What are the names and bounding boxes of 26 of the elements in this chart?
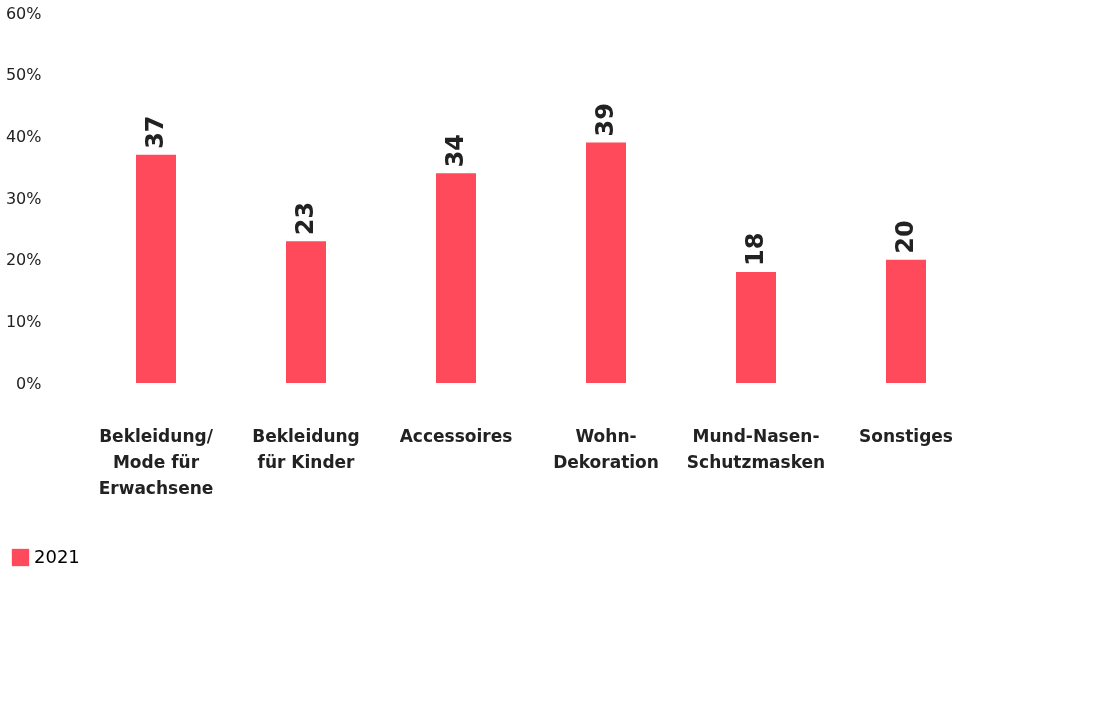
y-tick-label: 10% (5, 311, 42, 331)
data-label: 20 (891, 220, 919, 254)
y-tick-label: 0% (16, 373, 42, 393)
x-tick-label: Accessoires (399, 425, 513, 446)
legend-label: 2021 (34, 545, 80, 567)
y-tick-label: 40% (5, 126, 42, 146)
x-tick-label: Mund-Nasen-Schutzmasken (686, 425, 826, 472)
data-label: 39 (591, 103, 619, 137)
bar (286, 241, 326, 383)
x-tick-label: Wohn-Dekoration (553, 425, 659, 472)
data-label: 37 (141, 115, 169, 149)
x-tick-label: Bekleidung für Kinder (252, 425, 360, 472)
data-label: 34 (441, 133, 469, 168)
bar (586, 142, 626, 383)
bar (736, 272, 776, 383)
bar (886, 259, 926, 383)
y-tick-label: 60% (5, 3, 42, 23)
y-tick-label: 30% (5, 188, 42, 208)
bar (436, 173, 476, 383)
data-label: 23 (291, 201, 319, 236)
data-label: 18 (741, 232, 769, 266)
y-tick-label: 50% (5, 65, 42, 85)
y-tick-label: 20% (5, 250, 42, 270)
bar (136, 154, 176, 383)
x-tick-label: Bekleidung/ Mode für Erwachsene (98, 425, 214, 498)
x-tick-label: Sonstiges (859, 425, 953, 446)
